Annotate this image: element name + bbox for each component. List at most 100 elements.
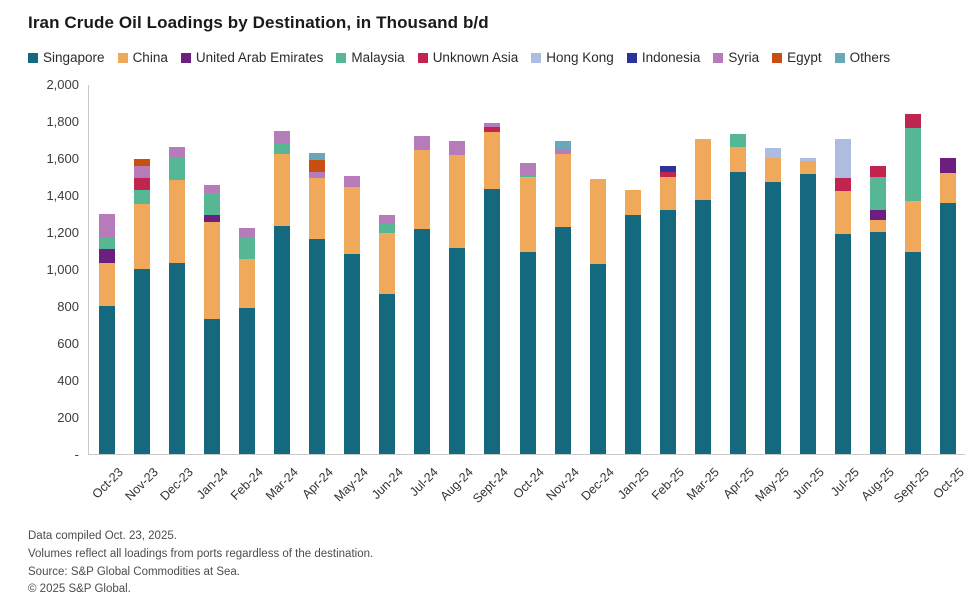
bar-segment (98, 214, 115, 237)
stacked-bar (203, 184, 220, 454)
chart-title: Iran Crude Oil Loadings by Destination, … (28, 13, 489, 32)
legend-label: Unknown Asia (432, 50, 519, 65)
stacked-bar (273, 131, 290, 454)
bar-segment (659, 177, 676, 210)
legend-swatch-icon (531, 52, 542, 63)
y-axis-tick-label: 1,200 (46, 225, 79, 240)
legend-swatch-icon (117, 52, 128, 63)
plot-area: 2,000 1,800 1,600 1,400 1,200 1,000 800 600 400 2… (46, 77, 967, 506)
bar-segment (870, 176, 887, 210)
bar-segment (414, 229, 431, 454)
bar-segment (238, 237, 255, 259)
bar-segment (344, 254, 361, 454)
stacked-bar (905, 113, 922, 454)
bar-segment (765, 147, 782, 159)
bar-segment (484, 127, 501, 133)
legend-swatch-icon (28, 52, 38, 63)
bar-segment (870, 166, 887, 177)
legend-item: Indonesia (626, 50, 701, 65)
y-axis-tick-label: 800 (57, 299, 79, 314)
bar-segment (484, 132, 501, 190)
x-axis-category-label: Aug-25 (858, 465, 898, 504)
bar-segment (659, 209, 676, 454)
x-axis-category-label: May-25 (752, 465, 792, 505)
bar-segment (273, 154, 290, 227)
stacked-bar (98, 214, 115, 454)
x-axis-category-label: Feb-25 (648, 465, 687, 503)
legend-item: Singapore (28, 50, 105, 65)
bar-segment (379, 215, 396, 223)
stacked-bar (449, 141, 466, 454)
x-axis-category-label: Dec-23 (157, 465, 196, 504)
bar-segment (379, 293, 396, 454)
legend-label: Hong Kong (546, 50, 614, 65)
stacked-bar (694, 138, 711, 454)
bar-segment (519, 252, 536, 454)
bar-segment (870, 209, 887, 220)
stacked-bar (624, 190, 641, 454)
x-axis-category-label: Apr-24 (299, 465, 336, 502)
footnote-compiled: Data compiled Oct. 23, 2025. (28, 530, 177, 542)
bar-segment (98, 248, 115, 263)
x-axis-category-label: Aug-24 (437, 465, 477, 504)
legend-item: Hong Kong (531, 50, 614, 65)
y-axis-tick-label: - (74, 447, 79, 462)
legend-swatch-icon (626, 52, 637, 63)
legend-label: China (132, 50, 168, 65)
stacked-bar (765, 147, 782, 454)
legend-label: Egypt (787, 50, 822, 65)
x-axis-category-label: Jul-25 (828, 465, 863, 499)
bar-segment (835, 138, 852, 179)
bar-segment (98, 306, 115, 454)
stacked-bar (133, 158, 150, 454)
legend-item: Egypt (772, 50, 822, 65)
y-axis-tick-label: 400 (57, 373, 79, 388)
bar-segment (519, 174, 536, 178)
bar-segment (133, 269, 150, 454)
bar-segment (309, 171, 326, 179)
x-axis-category-label: Sept-25 (891, 465, 933, 506)
x-axis-category-label: Apr-25 (720, 465, 757, 502)
y-axis-tick-label: 1,400 (46, 188, 79, 203)
bar-segment (133, 204, 150, 269)
y-axis-tick-label: 1,600 (46, 151, 79, 166)
bar-segment (203, 318, 220, 454)
bar-segment (835, 233, 852, 454)
x-axis-category-label: Nov-24 (543, 465, 582, 504)
stacked-bar (554, 141, 571, 454)
bar-segment (765, 182, 782, 454)
y-axis-tick-label: 2,000 (46, 77, 79, 92)
bar-segment (133, 190, 150, 205)
bar-segment (273, 131, 290, 145)
stacked-bar (484, 122, 501, 454)
stacked-bar (168, 146, 185, 454)
x-axis-category-label: Oct-23 (89, 465, 126, 502)
bar-segment (589, 264, 606, 454)
bar-segment (414, 135, 431, 150)
bar-segment (940, 158, 957, 173)
bar-segment (940, 172, 957, 204)
legend-swatch-icon (713, 52, 724, 63)
bar-segment (133, 166, 150, 179)
x-axis-category-label: May-24 (331, 465, 371, 505)
stacked-bar (729, 133, 746, 454)
bar-segment (238, 307, 255, 454)
legend-swatch-icon (180, 52, 191, 63)
bar-segment (309, 159, 326, 172)
bar-segment (554, 141, 571, 149)
stacked-bar (519, 162, 536, 454)
bar-segment (659, 171, 676, 178)
bar-segment (624, 215, 641, 454)
bar-segment (203, 221, 220, 319)
bar-segment (519, 162, 536, 175)
legend-swatch-icon (336, 52, 347, 63)
bar-segment (309, 153, 326, 160)
y-axis-tick-label: 600 (57, 336, 79, 351)
bar-segment (133, 178, 150, 191)
stacked-bar (800, 158, 817, 454)
legend-label: Indonesia (641, 50, 701, 65)
chart-legend: Singapore China United Arab Emirates Malays… (28, 50, 968, 65)
bar-segment (379, 222, 396, 233)
bar-segment (554, 154, 571, 228)
